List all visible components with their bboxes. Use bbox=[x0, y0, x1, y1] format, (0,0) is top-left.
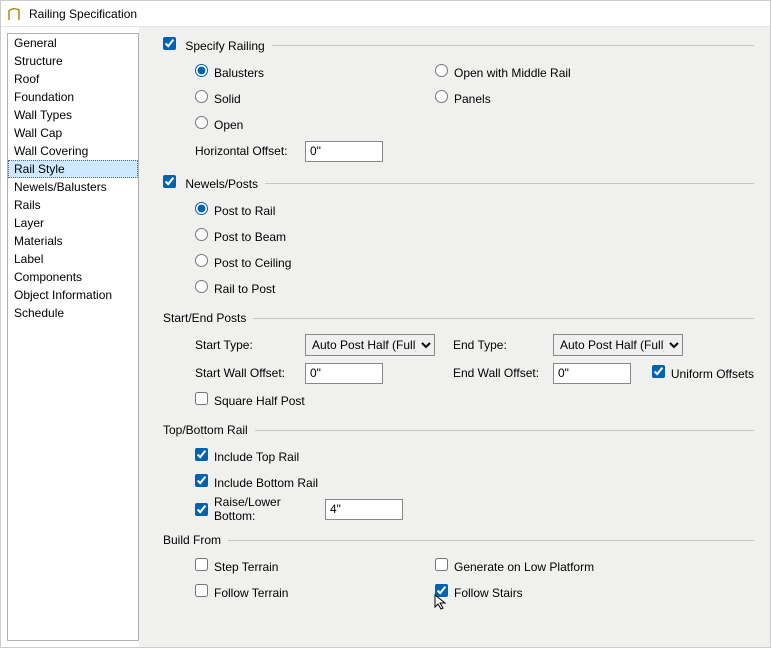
start-type-label: Start Type: bbox=[195, 338, 305, 352]
sidebar-item-foundation[interactable]: Foundation bbox=[8, 88, 138, 106]
group-top-bottom-rail: Top/Bottom Rail Include Top Rail Include… bbox=[163, 423, 754, 523]
content-panel: Specify Railing Balusters Solid Open Ope… bbox=[139, 27, 770, 647]
square-half-post-check[interactable]: Square Half Post bbox=[195, 392, 305, 408]
group-newels-posts: Newels/Posts Post to Rail Post to Beam P… bbox=[163, 175, 754, 301]
dialog-window: Railing Specification GeneralStructureRo… bbox=[0, 0, 771, 648]
sidebar-item-materials[interactable]: Materials bbox=[8, 232, 138, 250]
newels-posts-check[interactable]: Newels/Posts bbox=[163, 175, 258, 191]
horizontal-offset-input[interactable] bbox=[305, 141, 383, 162]
window-title: Railing Specification bbox=[29, 7, 137, 21]
sidebar-item-schedule[interactable]: Schedule bbox=[8, 304, 138, 322]
group-start-end-posts: Start/End Posts Start Type: Auto Post Ha… bbox=[163, 311, 754, 413]
radio-rail-to-post[interactable]: Rail to Post bbox=[195, 280, 275, 296]
radio-open[interactable]: Open bbox=[195, 116, 243, 132]
start-end-posts-label: Start/End Posts bbox=[163, 311, 246, 325]
include-top-rail-check[interactable]: Include Top Rail bbox=[195, 448, 299, 464]
radio-post-to-ceiling[interactable]: Post to Ceiling bbox=[195, 254, 291, 270]
start-type-select[interactable]: Auto Post Half (Full) bbox=[305, 334, 435, 356]
sidebar-item-wall-cap[interactable]: Wall Cap bbox=[8, 124, 138, 142]
sidebar-item-wall-covering[interactable]: Wall Covering bbox=[8, 142, 138, 160]
sidebar-item-wall-types[interactable]: Wall Types bbox=[8, 106, 138, 124]
sidebar-item-components[interactable]: Components bbox=[8, 268, 138, 286]
sidebar-item-roof[interactable]: Roof bbox=[8, 70, 138, 88]
sidebar-item-general[interactable]: General bbox=[8, 34, 138, 52]
specify-railing-check[interactable]: Specify Railing bbox=[163, 37, 265, 53]
end-type-label: End Type: bbox=[453, 338, 553, 352]
start-wall-offset-label: Start Wall Offset: bbox=[195, 366, 305, 380]
group-specify-railing: Specify Railing Balusters Solid Open Ope… bbox=[163, 37, 754, 165]
top-bottom-rail-label: Top/Bottom Rail bbox=[163, 423, 248, 437]
sidebar-item-newels-balusters[interactable]: Newels/Balusters bbox=[8, 178, 138, 196]
end-wall-offset-label: End Wall Offset: bbox=[453, 366, 553, 380]
dialog-body: GeneralStructureRoofFoundationWall Types… bbox=[1, 27, 770, 647]
radio-open-middle[interactable]: Open with Middle Rail bbox=[435, 64, 571, 80]
step-terrain-check[interactable]: Step Terrain bbox=[195, 558, 278, 574]
sidebar-item-structure[interactable]: Structure bbox=[8, 52, 138, 70]
include-bottom-rail-check[interactable]: Include Bottom Rail bbox=[195, 474, 318, 490]
follow-stairs-check[interactable]: Follow Stairs bbox=[435, 584, 523, 600]
sidebar-item-layer[interactable]: Layer bbox=[8, 214, 138, 232]
follow-terrain-check[interactable]: Follow Terrain bbox=[195, 584, 288, 600]
category-sidebar[interactable]: GeneralStructureRoofFoundationWall Types… bbox=[7, 33, 139, 641]
radio-solid[interactable]: Solid bbox=[195, 90, 241, 106]
uniform-offsets-check[interactable]: Uniform Offsets bbox=[652, 365, 754, 381]
radio-post-to-beam[interactable]: Post to Beam bbox=[195, 228, 286, 244]
sidebar-item-object-information[interactable]: Object Information bbox=[8, 286, 138, 304]
radio-balusters[interactable]: Balusters bbox=[195, 64, 264, 80]
radio-post-to-rail[interactable]: Post to Rail bbox=[195, 202, 275, 218]
raise-lower-bottom-check[interactable]: Raise/Lower Bottom: bbox=[195, 495, 325, 523]
newels-posts-label: Newels/Posts bbox=[185, 177, 258, 191]
titlebar: Railing Specification bbox=[1, 1, 770, 27]
end-type-select[interactable]: Auto Post Half (Full) bbox=[553, 334, 683, 356]
radio-panels[interactable]: Panels bbox=[435, 90, 491, 106]
railing-icon bbox=[7, 6, 23, 22]
end-wall-offset-input[interactable] bbox=[553, 363, 631, 384]
sidebar-item-rails[interactable]: Rails bbox=[8, 196, 138, 214]
sidebar-item-label[interactable]: Label bbox=[8, 250, 138, 268]
horizontal-offset-label: Horizontal Offset: bbox=[195, 144, 305, 158]
group-build-from: Build From Step Terrain Follow Terrain G… bbox=[163, 533, 754, 605]
sidebar-item-rail-style[interactable]: Rail Style bbox=[8, 160, 138, 178]
generate-low-platform-check[interactable]: Generate on Low Platform bbox=[435, 558, 594, 574]
build-from-label: Build From bbox=[163, 533, 221, 547]
specify-railing-label: Specify Railing bbox=[185, 39, 264, 53]
raise-lower-bottom-input[interactable] bbox=[325, 499, 403, 520]
start-wall-offset-input[interactable] bbox=[305, 363, 383, 384]
